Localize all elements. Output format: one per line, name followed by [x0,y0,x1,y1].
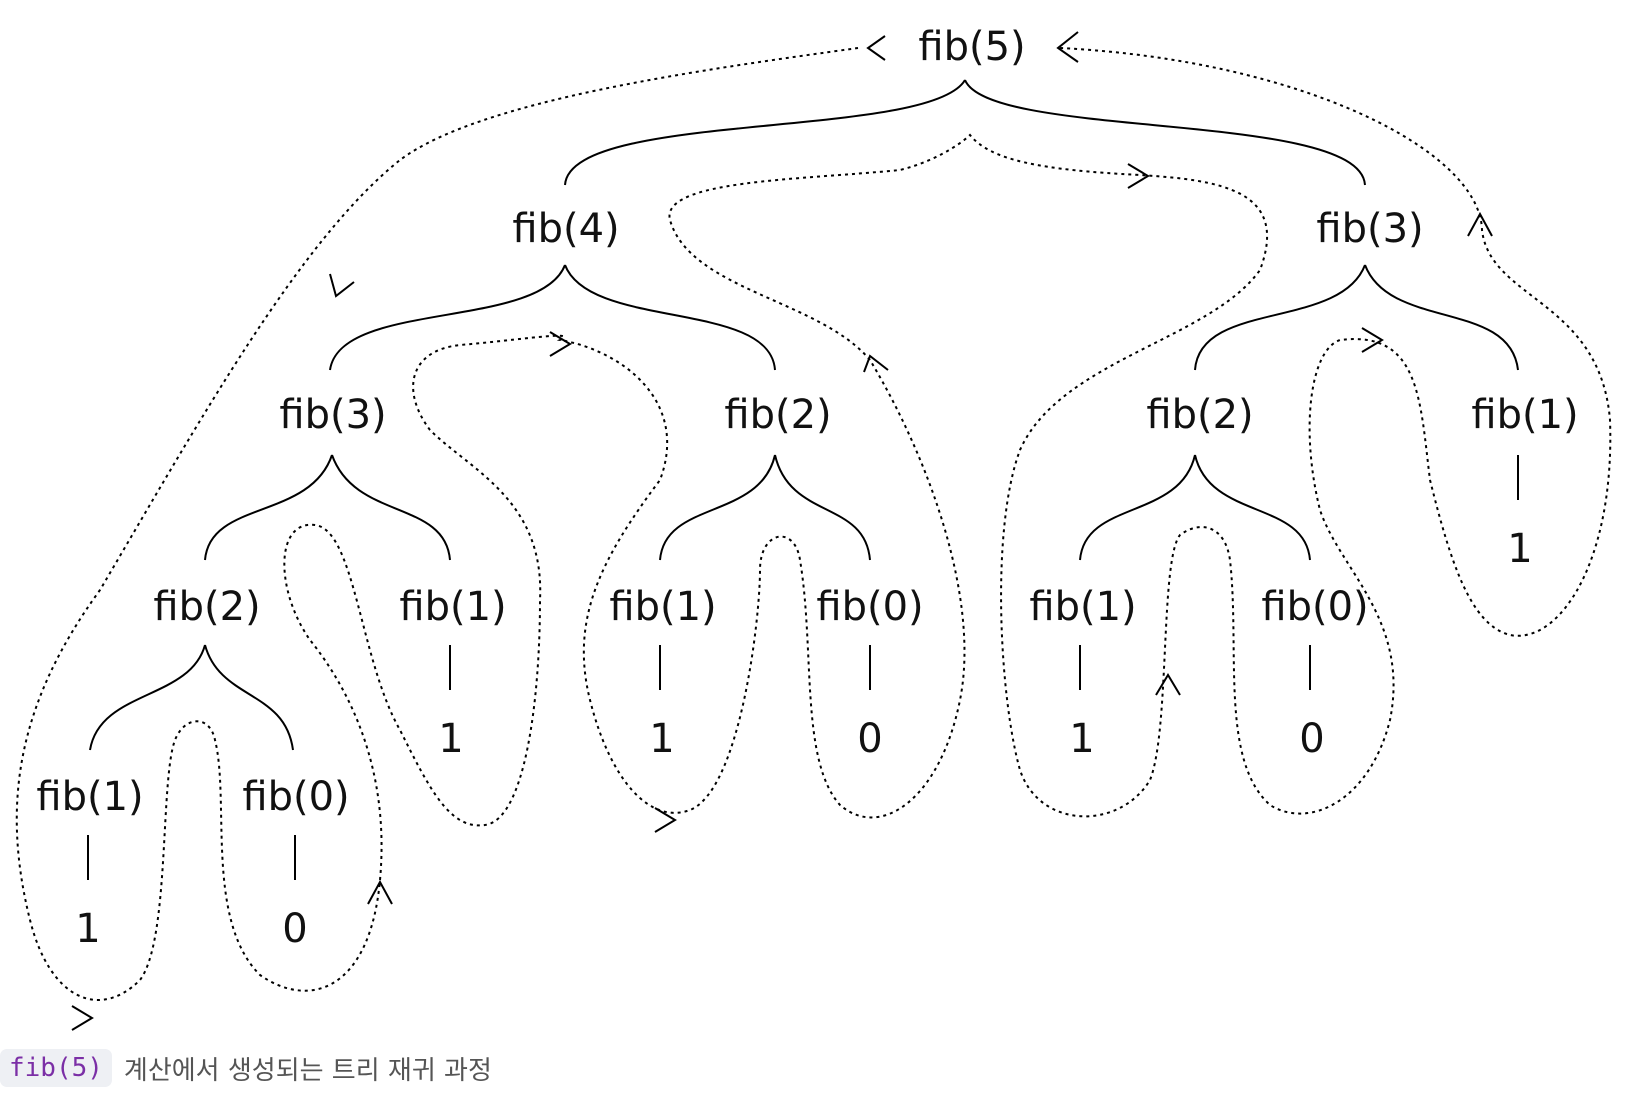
node-fib-5: fib(5) [918,24,1025,70]
node-fib-0-bottom: fib(0) [242,774,349,820]
node-fib-0-b: fib(0) [816,584,923,630]
caption-text: 계산에서 생성되는 트리 재귀 과정 [123,1055,492,1086]
node-fib-2-right: fib(2) [1146,392,1253,438]
node-fib-1-rightmost: fib(1) [1471,392,1578,438]
node-fib-4: fib(4) [512,206,619,252]
node-fib-1-b: fib(1) [609,584,716,630]
node-fib-2-left: fib(2) [153,584,260,630]
tree-nodes: fib(5) fib(4) fib(3) fib(3) fib(2) fib(2… [36,24,1578,820]
node-fib-1-c: fib(1) [1029,584,1136,630]
node-fib-3-right: fib(3) [1316,206,1423,252]
node-fib-1-bottom: fib(1) [36,774,143,820]
leaf-value-bottom-0: 0 [282,906,307,952]
node-fib-3-left: fib(3) [279,392,386,438]
node-fib-1-a: fib(1) [399,584,506,630]
leaf-value-bottom-1: 1 [75,906,100,952]
node-fib-0-c: fib(0) [1261,584,1368,630]
tree-edges [87,79,1519,880]
evaluation-trace [15,31,1612,1031]
figure-caption: fib(5) 계산에서 생성되는 트리 재귀 과정 [0,1046,492,1090]
leaf-value-rightmost: 1 [1507,526,1532,572]
caption-code: fib(5) [0,1049,112,1087]
node-fib-2-middle: fib(2) [724,392,831,438]
leaf-value-a: 1 [438,716,463,762]
leaf-value-d: 1 [1069,716,1094,762]
tree-leaves: 1 0 1 1 0 1 0 1 [75,526,1532,952]
leaf-value-c: 0 [857,716,882,762]
leaf-value-e: 0 [1299,716,1324,762]
recursion-tree-diagram: fib(5) fib(4) fib(3) fib(3) fib(2) fib(2… [15,24,1612,1031]
leaf-value-b: 1 [649,716,674,762]
